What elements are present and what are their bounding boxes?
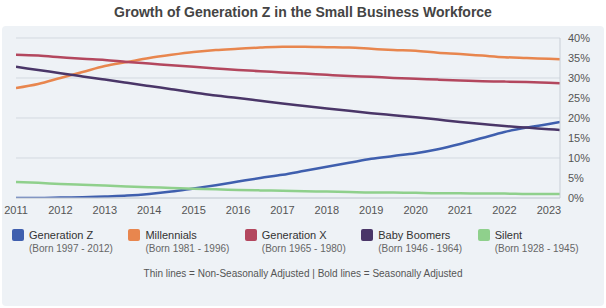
svg-text:2022: 2022 [492, 204, 516, 216]
html-text:Growth of Generation Z in the: Growth of Generation Z in the Small Busi… [114, 4, 492, 20]
svg-text:2018: 2018 [315, 204, 339, 216]
html-text:(Born 1997 - 2012): (Born 1997 - 2012) [29, 243, 113, 254]
svg-text:35%: 35% [568, 52, 590, 64]
html-text:(Born 1928 - 1945): (Born 1928 - 1945) [494, 243, 579, 254]
svg-text:2019: 2019 [359, 204, 383, 216]
html-text:Thin lines = Non-Seasonally Ad: Thin lines = Non-Seasonally Adjusted | B… [143, 268, 463, 279]
svg-text:2013: 2013 [93, 204, 117, 216]
svg-text:2020: 2020 [403, 204, 427, 216]
svg-text:2012: 2012 [48, 204, 72, 216]
svg-text:2023: 2023 [537, 204, 561, 216]
svg-text:10%: 10% [568, 152, 590, 164]
svg-text:5%: 5% [568, 172, 584, 184]
svg-text:25%: 25% [568, 92, 590, 104]
html-text:Generation Z: Generation Z [29, 229, 94, 241]
svg-text:30%: 30% [568, 72, 590, 84]
svg-text:2017: 2017 [270, 204, 294, 216]
svg-text:15%: 15% [568, 132, 590, 144]
svg-text:2015: 2015 [181, 204, 205, 216]
html-text:Baby Boomers: Baby Boomers [378, 229, 451, 241]
html-text:Generation X: Generation X [261, 229, 327, 241]
html-text:(Born 1981 - 1996): (Born 1981 - 1996) [145, 243, 230, 254]
html-text:(Born 1946 - 1964): (Born 1946 - 1964) [378, 243, 463, 254]
svg-text:2021: 2021 [448, 204, 472, 216]
svg-text:40%: 40% [568, 32, 590, 44]
svg-text:20%: 20% [568, 112, 590, 124]
svg-text:2014: 2014 [137, 204, 161, 216]
svg-text:2011: 2011 [8, 204, 28, 216]
svg-text:2016: 2016 [226, 204, 250, 216]
svg-text:0%: 0% [568, 192, 584, 204]
html-text:Silent: Silent [494, 229, 523, 241]
html-text:(Born 1965 - 1980): (Born 1965 - 1980) [261, 243, 346, 254]
html-text:Millennials: Millennials [145, 229, 197, 241]
